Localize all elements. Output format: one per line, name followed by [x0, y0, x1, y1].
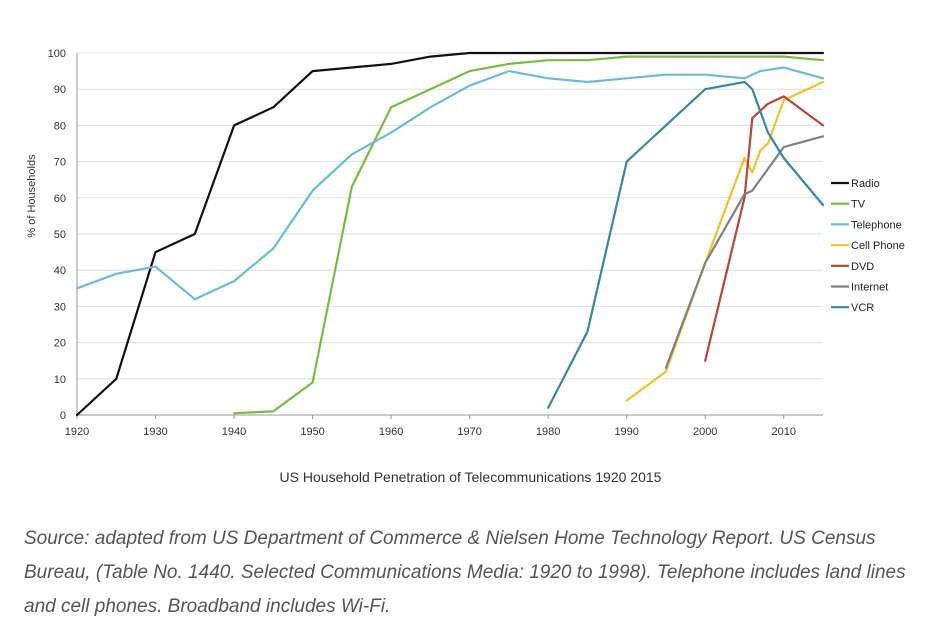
y-tick-label: 60 [54, 193, 66, 205]
legend-label-radio: Radio [851, 178, 880, 190]
y-tick-label: 100 [48, 48, 66, 60]
y-tick-label: 70 [54, 157, 66, 169]
series-line-internet [664, 135, 825, 369]
series-line-cell-phone [625, 80, 825, 402]
series-line-tv [233, 55, 825, 415]
x-tick-label: 2000 [693, 426, 717, 438]
axes [76, 53, 823, 419]
series-line-radio [75, 51, 825, 417]
x-tick-label: 1930 [143, 426, 167, 438]
legend-label-internet: Internet [851, 282, 888, 294]
y-tick-label: 50 [54, 229, 66, 241]
series-line-telephone [75, 66, 825, 301]
legend-label-tv: TV [851, 199, 866, 211]
series-line-dvd [704, 95, 825, 362]
y-tick-label: 90 [54, 84, 66, 96]
chart-caption: US Household Penetration of Telecommunic… [279, 469, 662, 485]
x-tick-labels: 1920 1930 1940 1950 1960 1970 1980 1990 2000 2010 [65, 426, 796, 438]
x-tick-label: 1970 [457, 426, 481, 438]
series-lines [75, 51, 825, 417]
x-tick-label: 1980 [536, 426, 560, 438]
legend-label-vcr: VCR [851, 302, 874, 314]
legend-label-cell-phone: Cell Phone [851, 240, 905, 252]
x-tick-label: 2010 [771, 426, 795, 438]
legend: Radio TV Telephone Cell Phone DVD Internet VCR [831, 178, 905, 314]
y-axis-label: % of Households [26, 154, 38, 238]
series-line-vcr [547, 80, 825, 409]
x-tick-label: 1990 [614, 426, 638, 438]
x-tick-label: 1940 [222, 426, 246, 438]
y-tick-labels: 0 10 20 30 40 50 60 70 80 90 100 [48, 48, 66, 422]
y-tick-label: 40 [54, 265, 66, 277]
x-tick-label: 1920 [65, 426, 89, 438]
y-gridlines [77, 52, 823, 380]
y-tick-label: 80 [54, 120, 66, 132]
legend-label-dvd: DVD [851, 261, 874, 273]
y-tick-label: 10 [54, 374, 66, 386]
y-tick-label: 0 [60, 410, 66, 422]
x-tick-label: 1960 [379, 426, 403, 438]
source-note: Source: adapted from US Department of Co… [24, 528, 906, 617]
y-tick-label: 20 [54, 338, 66, 350]
legend-label-telephone: Telephone [851, 219, 902, 231]
y-tick-label: 30 [54, 301, 66, 313]
x-tick-label: 1950 [300, 426, 324, 438]
